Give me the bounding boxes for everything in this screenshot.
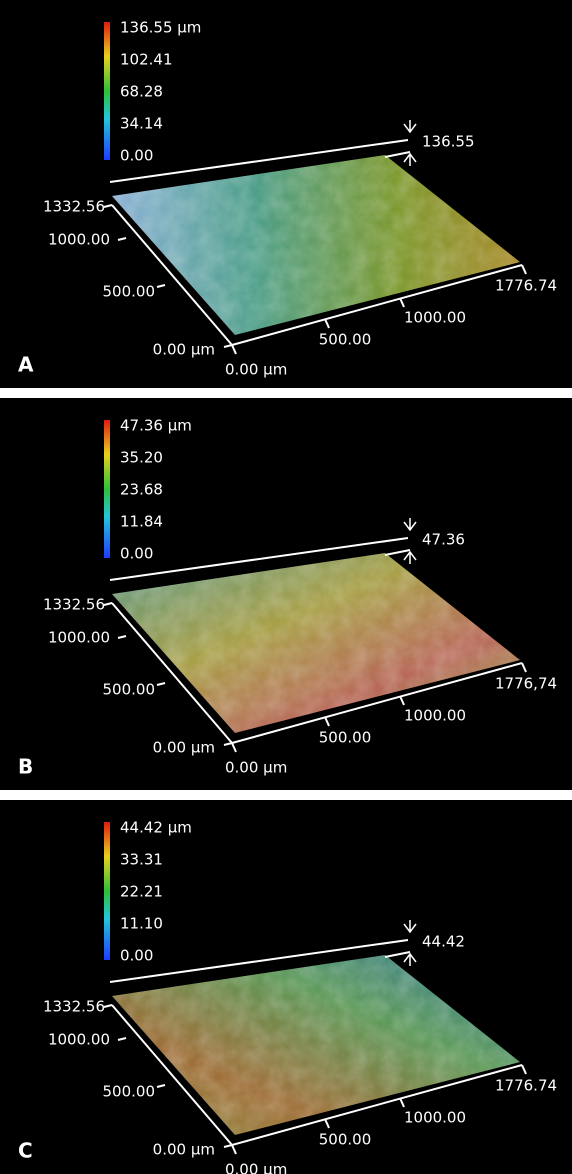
colorbar-label: 44.42 µm xyxy=(120,819,192,837)
x-axis-label: 500.00 xyxy=(319,331,372,349)
panel: 136.55 µm 102.41 68.28 34.14 0.00 136.55 1332.… xyxy=(0,0,572,388)
x-axis-label: 1000.00 xyxy=(404,1109,466,1127)
x-axis-label: 1776.74 xyxy=(495,1077,557,1095)
y-axis-label: 1000.00 xyxy=(48,629,110,647)
colorbar-label: 0.00 xyxy=(120,545,153,563)
x-axis-label: 0.00 µm xyxy=(225,759,287,777)
colorbar-label: 34.14 xyxy=(120,115,163,133)
colorbar xyxy=(104,22,110,160)
colorbar-label: 23.68 xyxy=(120,481,163,499)
panel: 44.42 µm 33.31 22.21 11.10 0.00 44.42 1332.56 1… xyxy=(0,800,572,1174)
colorbar-label: 33.31 xyxy=(120,851,163,869)
colorbar-label: 11.10 xyxy=(120,915,163,933)
colorbar xyxy=(104,822,110,960)
panel: 47.36 µm 35.20 23.68 11.84 0.00 47.36 1332.56 1… xyxy=(0,398,572,790)
panel-label: C xyxy=(18,1139,33,1163)
colorbar-label: 22.21 xyxy=(120,883,163,901)
y-axis-label: 0.00 µm xyxy=(153,1141,215,1159)
y-axis-label: 500.00 xyxy=(103,681,156,699)
x-axis-label: 1000.00 xyxy=(404,707,466,725)
y-axis-label: 1332.56 xyxy=(43,198,105,216)
figure: 136.55 µm 102.41 68.28 34.14 0.00 136.55 1332.… xyxy=(0,0,572,1174)
y-axis-label: 1000.00 xyxy=(48,1031,110,1049)
colorbar-label: 35.20 xyxy=(120,449,163,467)
y-axis-label: 1332.56 xyxy=(43,596,105,614)
z-max-label: 136.55 xyxy=(422,133,475,151)
x-axis-label: 0.00 µm xyxy=(225,361,287,379)
y-axis-label: 0.00 µm xyxy=(153,739,215,757)
colorbar-label: 47.36 µm xyxy=(120,417,192,435)
panel-label: B xyxy=(18,755,33,779)
y-axis-label: 1332.56 xyxy=(43,998,105,1016)
y-axis-label: 500.00 xyxy=(103,1083,156,1101)
colorbar-label: 102.41 xyxy=(120,51,173,69)
colorbar-label: 0.00 xyxy=(120,947,153,965)
x-axis-label: 1776,74 xyxy=(495,675,557,693)
x-axis-label: 0.00 µm xyxy=(225,1161,287,1174)
colorbar-label: 11.84 xyxy=(120,513,163,531)
y-axis-label: 500.00 xyxy=(103,283,156,301)
y-axis-label: 1000.00 xyxy=(48,231,110,249)
colorbar-label: 136.55 µm xyxy=(120,19,201,37)
x-axis-label: 1776.74 xyxy=(495,277,557,295)
x-axis-label: 500.00 xyxy=(319,1131,372,1149)
colorbar-label: 68.28 xyxy=(120,83,163,101)
x-axis-label: 1000.00 xyxy=(404,309,466,327)
colorbar-label: 0.00 xyxy=(120,147,153,165)
colorbar xyxy=(104,420,110,558)
x-axis-label: 500.00 xyxy=(319,729,372,747)
z-max-label: 44.42 xyxy=(422,933,465,951)
y-axis-label: 0.00 µm xyxy=(153,341,215,359)
z-max-label: 47.36 xyxy=(422,531,465,549)
panel-label: A xyxy=(18,353,34,377)
